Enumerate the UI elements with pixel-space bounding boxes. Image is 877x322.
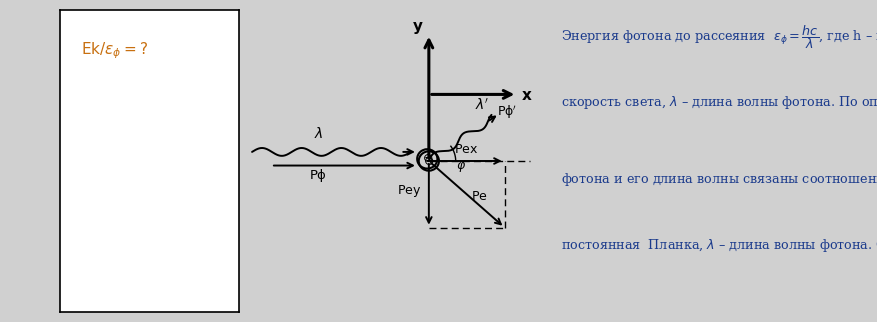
- Text: $\ominus$: $\ominus$: [422, 152, 433, 166]
- Text: $\lambda'$: $\lambda'$: [474, 98, 489, 113]
- Text: $\mathrm{Pey}$: $\mathrm{Pey}$: [397, 183, 422, 199]
- Text: y: y: [413, 19, 423, 34]
- Text: $\ominus$: $\ominus$: [424, 155, 434, 167]
- Text: x: x: [522, 89, 531, 103]
- Text: скорость света, $\lambda$ – длина волны фотона. По определению импульс: скорость света, $\lambda$ – длина волны …: [561, 94, 877, 111]
- Text: $\mathrm{Pe}$: $\mathrm{Pe}$: [472, 190, 488, 204]
- Text: $\mathrm{P\phi'}$: $\mathrm{P\phi'}$: [496, 104, 517, 121]
- Text: $\mathrm{P\phi}$: $\mathrm{P\phi}$: [310, 167, 327, 184]
- Text: $\mathrm{Pex}$: $\mathrm{Pex}$: [454, 143, 478, 156]
- Text: $\lambda$: $\lambda$: [314, 126, 323, 141]
- Text: постоянная  Планка, $\lambda$ – длина волны фотона. Согласно формуле: постоянная Планка, $\lambda$ – длина вол…: [561, 237, 877, 254]
- Text: $\mathrm{Ek}/\varepsilon_\phi = ?$: $\mathrm{Ek}/\varepsilon_\phi = ?$: [82, 40, 148, 61]
- Text: Энергия фотона до рассеяния  $\varepsilon_\phi = \dfrac{hc}{\lambda}$, где h – п: Энергия фотона до рассеяния $\varepsilon…: [561, 23, 877, 51]
- Text: фотона и его длина волны связаны соотношением:  $\mathrm{P_{\phi}} = \dfrac{h}{\: фотона и его длина волны связаны соотнош…: [561, 166, 877, 195]
- Text: $\varphi$: $\varphi$: [456, 160, 466, 175]
